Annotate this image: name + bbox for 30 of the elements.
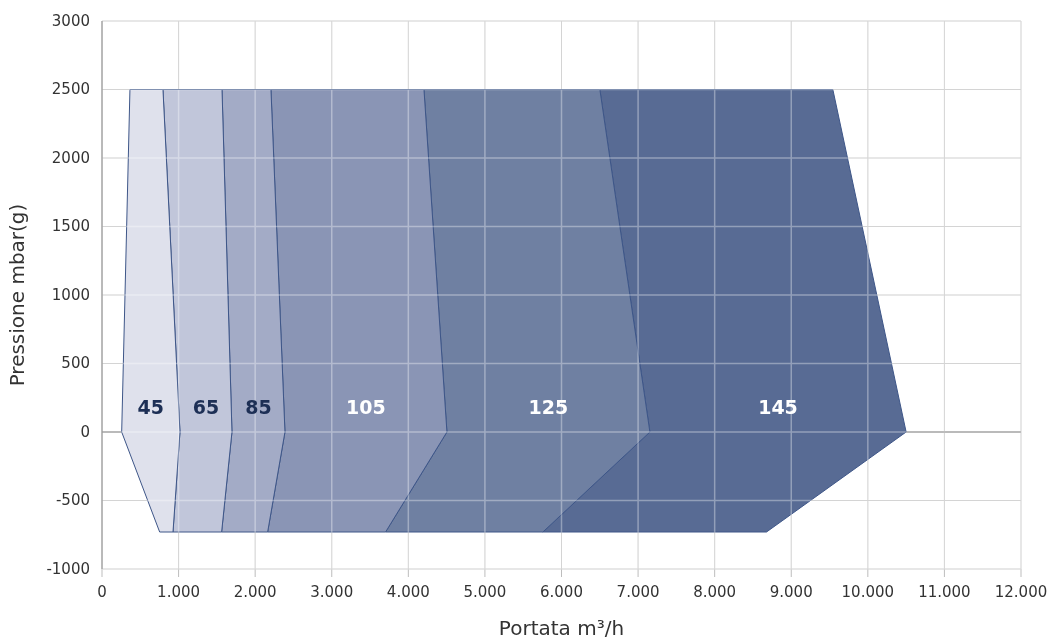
x-tick-label: 10.000 [841, 583, 895, 601]
y-tick-label: 1000 [51, 285, 90, 304]
y-tick-label: -1000 [46, 559, 90, 578]
x-tick-label: 5.000 [463, 583, 507, 601]
y-tick-label: -500 [55, 491, 90, 509]
y-tick-label: 500 [61, 354, 90, 372]
x-tick-label: 9.000 [769, 583, 813, 601]
series-label: 125 [528, 395, 569, 418]
y-tick-label: 2500 [51, 80, 90, 98]
x-tick-label: 8.000 [693, 583, 737, 601]
x-tick-label: 7.000 [616, 583, 660, 601]
y-tick-label: 3000 [51, 11, 90, 30]
y-tick-label: 2000 [51, 148, 90, 167]
x-tick-label: 12.000 [994, 583, 1048, 601]
series-label: 65 [192, 395, 220, 418]
x-axis-title: Portata m³/h [498, 616, 625, 639]
x-tick-label: 2.000 [233, 583, 277, 601]
y-tick-label: 0 [80, 422, 90, 441]
series-label: 45 [137, 395, 165, 418]
series-label: 85 [245, 395, 272, 418]
x-tick-label: 4.000 [386, 583, 430, 601]
x-tick-label: 3.000 [310, 583, 354, 601]
x-tick-label: 6.000 [540, 583, 583, 601]
x-tick-label: 0 [97, 583, 107, 601]
x-tick-label: 1.000 [157, 583, 201, 601]
series-label: 145 [758, 395, 798, 418]
series-label: 105 [346, 395, 386, 418]
x-tick-label: 11.000 [918, 583, 971, 601]
y-axis-title: Pressione mbar(g) [5, 203, 29, 387]
y-tick-label: 1500 [51, 217, 90, 235]
